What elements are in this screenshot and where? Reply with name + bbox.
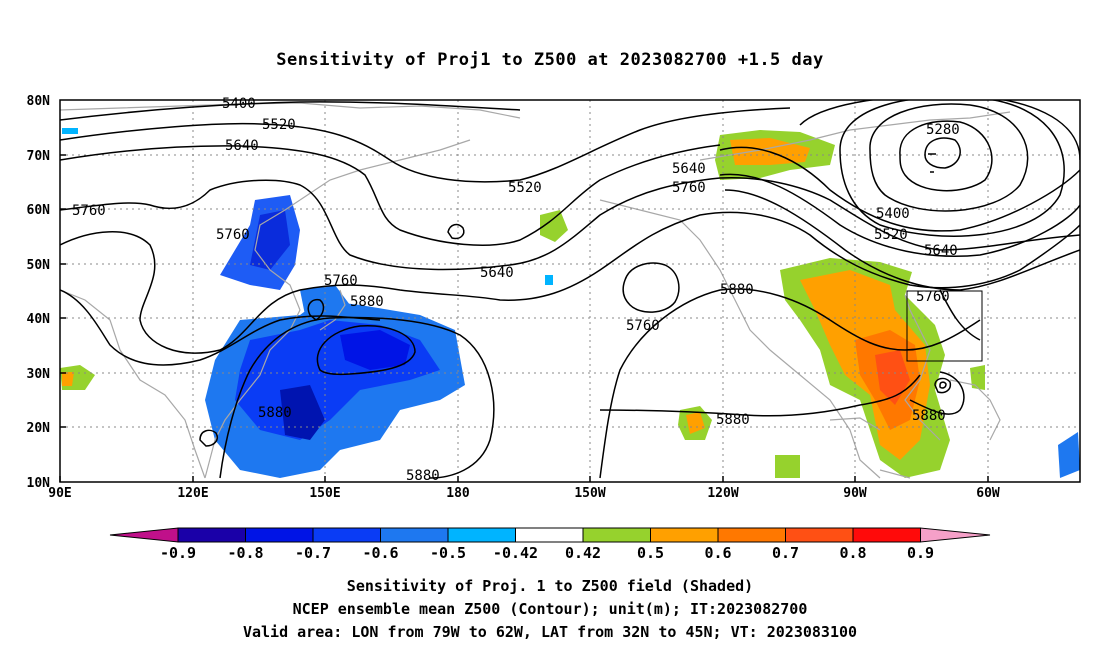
negative-sensitivity-region — [1058, 432, 1080, 478]
x-tick-label: 150E — [309, 486, 340, 501]
y-tick-labels: 10N 20N 30N 40N 50N 60N 70N 80N — [27, 94, 51, 491]
colorbar-labels: -0.9 -0.8 -0.7 -0.6 -0.5 -0.42 0.42 0.5 0.6 0.7 0.… — [160, 544, 934, 562]
x-tick-labels: 90E 120E 150E 180 150W 120W 90W 60W — [48, 486, 1000, 501]
colorbar-swatch — [380, 527, 449, 543]
negative-sensitivity-region — [280, 385, 325, 440]
contour-label: 5880 — [406, 468, 440, 484]
y-tick-label: 50N — [27, 258, 51, 273]
colorbar-label: -0.42 — [493, 544, 538, 562]
y-tick-label: 20N — [27, 421, 51, 436]
positive-sensitivity-region — [686, 412, 705, 434]
positive-sensitivity-region — [775, 455, 800, 478]
contour-label: 5760 — [216, 227, 250, 243]
x-tick-label: 60W — [976, 486, 1000, 501]
colorbar-low-end — [109, 527, 179, 543]
contour-label: 5760 — [324, 273, 358, 289]
contour-label: 5520 — [508, 180, 542, 196]
colorbar-swatch — [650, 527, 719, 543]
grid-lines — [60, 100, 1080, 482]
contour-label: 5280 — [926, 122, 960, 138]
colorbar-label: 0.6 — [704, 544, 731, 562]
contour-label: 5880 — [258, 405, 292, 421]
contour-label: 5760 — [626, 318, 660, 334]
colorbar-swatch — [785, 527, 854, 543]
valid-area-box — [906, 290, 983, 362]
contour-label: 5760 — [672, 180, 706, 196]
coastlines — [60, 102, 1011, 479]
colorbar-label: -0.7 — [295, 544, 331, 562]
x-tick-label: 90W — [843, 486, 867, 501]
colorbar-swatch — [312, 527, 381, 543]
contour-label: 5880 — [720, 282, 754, 298]
x-tick-label: 90E — [48, 486, 71, 501]
negative-sensitivity-region — [340, 330, 410, 370]
positive-sensitivity-region — [540, 210, 568, 242]
negative-sensitivity-region — [62, 128, 78, 134]
colorbar-label: 0.42 — [565, 544, 601, 562]
colorbar-swatch — [582, 527, 651, 543]
x-tick-label: 150W — [574, 486, 605, 501]
contour-label: 5880 — [350, 294, 384, 310]
z500-contours — [60, 100, 1080, 479]
contour-labels: 5400 5520 5640 5760 5520 5760 5640 5760 … — [72, 96, 960, 484]
x-tick-label: 180 — [446, 486, 470, 501]
y-tick-label: 80N — [27, 94, 51, 109]
contour-label: 5880 — [716, 412, 750, 428]
contour-label: 5640 — [672, 161, 706, 177]
colorbar-label: 0.5 — [637, 544, 664, 562]
y-tick-label: 30N — [27, 367, 51, 382]
colorbar-swatch — [717, 527, 786, 543]
colorbar-swatch — [852, 527, 921, 543]
tick-marks — [59, 154, 989, 482]
contour-label: 5640 — [924, 243, 958, 259]
colorbar-label: 0.9 — [907, 544, 934, 562]
negative-sensitivity-region — [545, 275, 553, 285]
negative-sensitivity-region — [300, 285, 350, 320]
colorbar-swatch — [177, 527, 246, 543]
contour-label: 5880 — [912, 408, 946, 424]
positive-sensitivity-region — [970, 365, 985, 390]
positive-sensitivity-region — [875, 350, 910, 405]
plot-frame — [59, 99, 1081, 483]
y-tick-label: 10N — [27, 476, 51, 491]
contour-label: 5760 — [916, 289, 950, 305]
contour-label: 5400 — [876, 206, 910, 222]
x-tick-label: 120E — [177, 486, 208, 501]
contour-label: 5640 — [480, 265, 514, 281]
contour-label: 5640 — [225, 138, 259, 154]
positive-sensitivity-region — [62, 372, 74, 386]
colorbar-high-end — [920, 527, 991, 543]
colorbar-label: -0.9 — [160, 544, 196, 562]
y-tick-label: 60N — [27, 203, 51, 218]
colorbar-swatch — [245, 527, 314, 543]
y-tick-label: 70N — [27, 149, 51, 164]
colorbar-label: 0.8 — [839, 544, 866, 562]
colorbar-swatch — [447, 527, 516, 543]
colorbar — [109, 527, 991, 543]
colorbar-label: -0.6 — [362, 544, 398, 562]
caption: Sensitivity of Proj. 1 to Z500 field (Sh… — [0, 575, 1100, 644]
colorbar-swatch — [515, 527, 584, 543]
map-title: Sensitivity of Proj1 to Z500 at 20230827… — [276, 50, 824, 70]
colorbar-label: 0.7 — [772, 544, 799, 562]
caption-line-2: NCEP ensemble mean Z500 (Contour); unit(… — [292, 600, 808, 618]
contour-label: 5400 — [222, 96, 256, 112]
colorbar-label: -0.5 — [430, 544, 466, 562]
contour-label: 5520 — [874, 227, 908, 243]
y-tick-label: 40N — [27, 312, 51, 327]
contour-label: 5760 — [72, 203, 106, 219]
caption-line-1: Sensitivity of Proj. 1 to Z500 field (Sh… — [346, 577, 754, 595]
caption-line-3: Valid area: LON from 79W to 62W, LAT fro… — [242, 623, 858, 641]
x-tick-label: 120W — [707, 486, 738, 501]
contour-label: 5520 — [262, 117, 296, 133]
colorbar-label: -0.8 — [227, 544, 263, 562]
